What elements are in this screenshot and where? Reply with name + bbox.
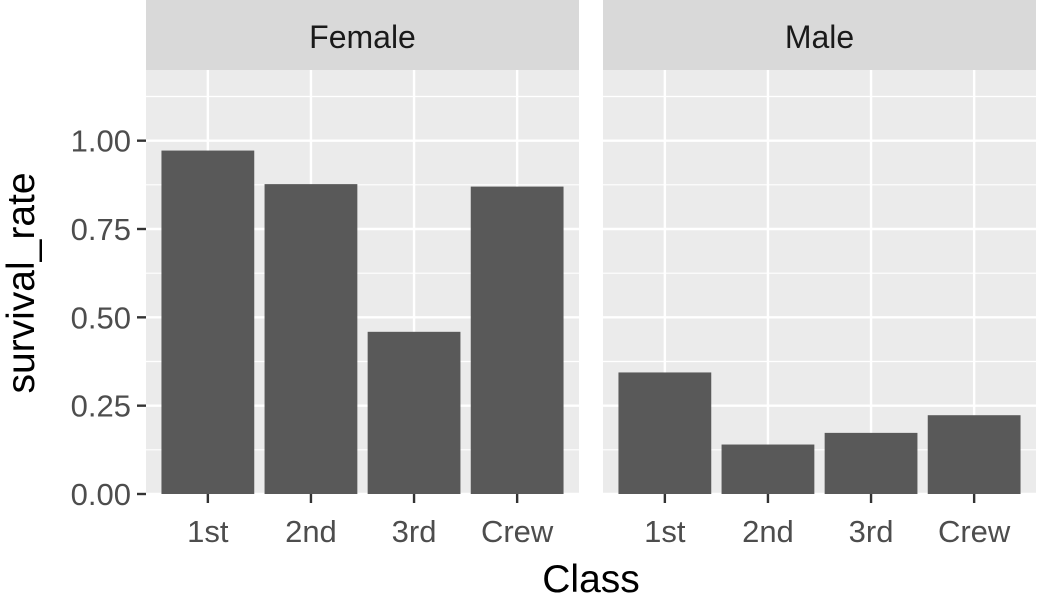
y-axis-title: survival_rate: [0, 172, 43, 393]
facet-panel-female: Female 1st 2nd 3rd Crew: [146, 0, 579, 549]
x-tick-label: 1st: [644, 514, 686, 549]
bar-male-2nd: [721, 444, 815, 494]
y-tick-label: 0.75: [71, 212, 131, 247]
x-axis-title: Class: [542, 558, 640, 596]
y-tick-label: 1.00: [71, 124, 131, 159]
facet-strip-label: Female: [309, 19, 416, 55]
facet-panels: Female 1st 2nd 3rd Crew Male 1st 2nd 3rd Crew: [146, 0, 1036, 549]
bar-male-crew: [927, 415, 1021, 494]
y-tick-label: 0.00: [71, 477, 131, 512]
bar-female-2nd: [264, 184, 358, 495]
y-tick-label: 0.50: [71, 300, 131, 335]
bar-male-1st: [618, 372, 712, 494]
x-tick-label: 3rd: [849, 514, 894, 549]
x-tick-label: 2nd: [742, 514, 794, 549]
bar-female-crew: [470, 186, 564, 494]
facet-panel-male: Male 1st 2nd 3rd Crew: [603, 0, 1036, 549]
x-tick-label: 3rd: [392, 514, 437, 549]
y-axis: 0.00 0.25 0.50 0.75 1.00: [71, 124, 146, 512]
bar-female-1st: [161, 150, 255, 494]
facet-strip: [146, 0, 579, 70]
x-tick-label: Crew: [481, 514, 554, 549]
x-tick-label: 1st: [187, 514, 229, 549]
facet-strip: [603, 0, 1036, 70]
x-tick-label: Crew: [938, 514, 1011, 549]
bar-female-3rd: [367, 331, 461, 494]
x-tick-label: 2nd: [285, 514, 337, 549]
facet-strip-label: Male: [785, 19, 854, 55]
bar-male-3rd: [824, 432, 918, 494]
y-tick-label: 0.25: [71, 389, 131, 424]
